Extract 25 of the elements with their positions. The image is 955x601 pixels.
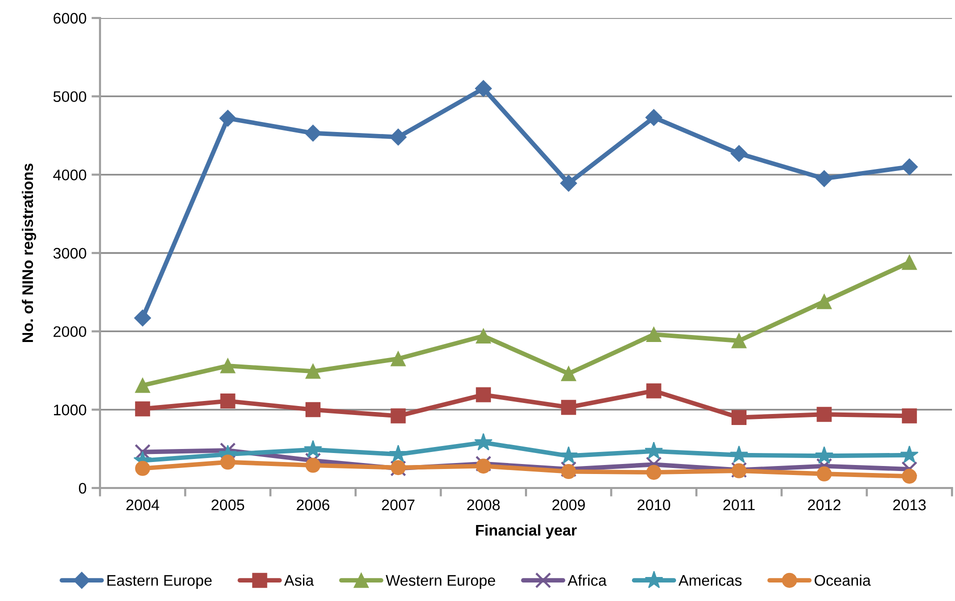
x-tick-label: 2011 [723,500,755,510]
legend-label: Africa [568,574,607,586]
x-tick-label: 2008 [467,500,500,510]
legend-label: Asia [284,574,314,586]
y-tick-label: 2000 [54,326,86,338]
legend-label: Oceania [814,574,871,586]
y-tick-label: 1000 [54,404,86,416]
y-axis-title: No. of NINo registrations [22,164,36,342]
y-tick-label: 4000 [53,170,86,180]
x-axis-title: Financial year [476,524,577,539]
y-tick-label: 0 [78,482,86,494]
legend-label: Eastern Europe [107,575,212,589]
y-tick-label: 6000 [54,12,86,24]
x-tick-label: 2005 [212,500,244,510]
y-tick-label: 5000 [53,91,86,102]
x-tick-label: 2004 [126,500,160,510]
x-tick-label: 2013 [893,500,926,510]
y-tick-label: 3000 [53,248,86,259]
legend-label: Americas [678,574,742,586]
x-tick-label: 2010 [638,500,670,510]
x-tick-label: 2007 [382,500,414,510]
x-tick-label: 2006 [296,500,330,510]
x-tick-label: 2009 [552,500,585,510]
legend-label: Western Europe [386,575,496,589]
x-tick-label: 2012 [808,500,840,510]
